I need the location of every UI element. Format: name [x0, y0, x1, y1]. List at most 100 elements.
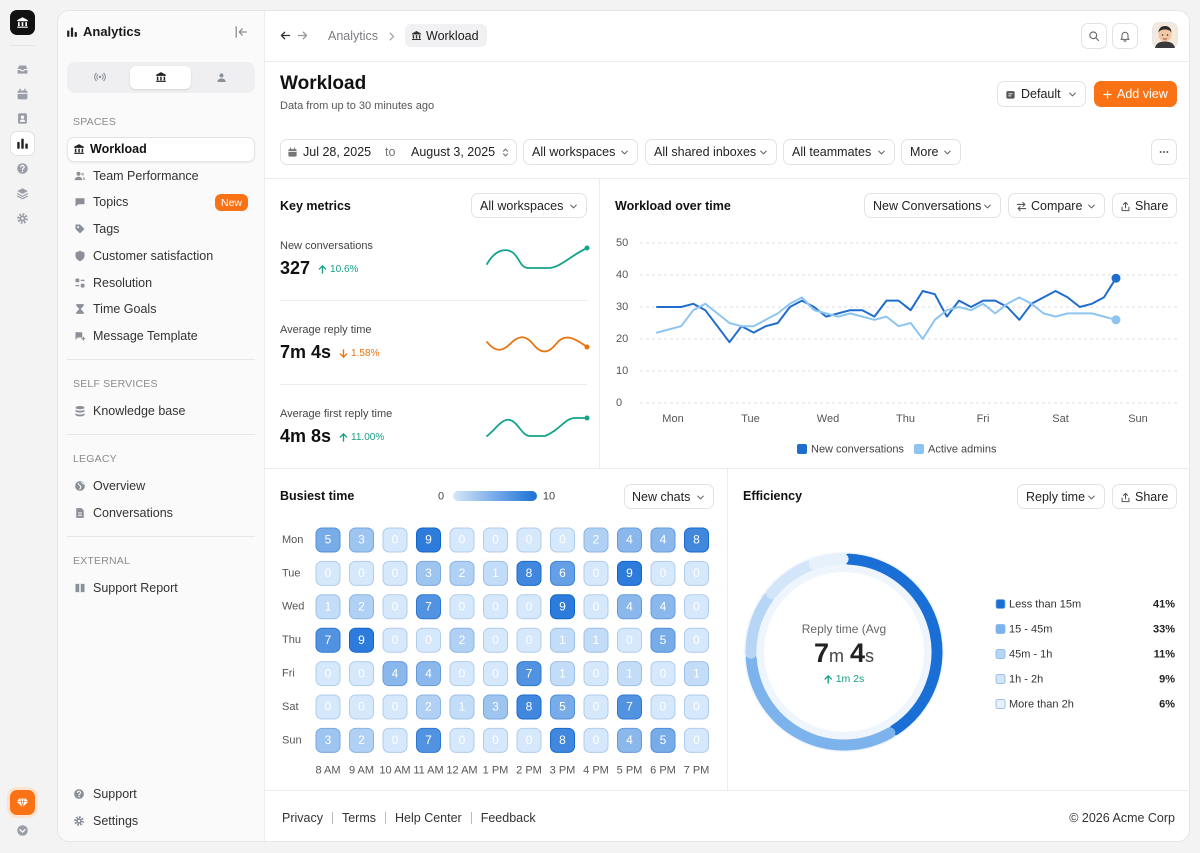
button-label: Default: [1021, 87, 1061, 101]
icon-part: [1068, 92, 1076, 96]
filter-dropdown[interactable]: [645, 139, 777, 165]
icon-part: [289, 146, 295, 151]
icon-part: [17, 141, 20, 149]
chart-button[interactable]: [1112, 193, 1177, 218]
icon-part: [75, 583, 85, 592]
rail-icon: [16, 187, 29, 199]
dropdown-label: All workspaces: [480, 199, 564, 213]
dropdown-label: Reply time: [1026, 490, 1086, 504]
chevron: [943, 150, 951, 154]
metric-dropdown[interactable]: [471, 193, 587, 218]
heat-dropdown[interactable]: [624, 484, 714, 509]
icon-part: [75, 250, 85, 262]
icon-part: [318, 264, 327, 274]
breadcrumb-separator: [389, 32, 394, 40]
icon-part: [17, 89, 28, 99]
nav-label: Settings: [93, 813, 139, 828]
value-unit: s: [865, 646, 875, 666]
segment-icon: [156, 72, 166, 82]
chevron: [1068, 92, 1076, 96]
nav-label: Topics: [93, 195, 129, 210]
chevron: [620, 150, 628, 154]
plus-icon: [1102, 89, 1112, 99]
icon-part: [74, 144, 84, 154]
nav-label: Tags: [93, 222, 120, 237]
badge-label: New: [220, 196, 243, 209]
icon-part: [78, 796, 80, 798]
more-button[interactable]: [1151, 139, 1177, 165]
notification-button[interactable]: [1112, 23, 1138, 49]
view-icon: [1005, 90, 1015, 99]
button-label: Share: [1135, 490, 1169, 504]
share-button[interactable]: [1112, 484, 1177, 509]
trend-arrow: [339, 432, 348, 442]
icon-part: [94, 72, 106, 82]
panel-title: Key metrics: [280, 199, 351, 213]
icon-part: [17, 212, 28, 224]
section-title: EXTERNAL: [73, 554, 131, 567]
footer-link[interactable]: Feedback: [480, 811, 536, 825]
filter-dropdown[interactable]: [901, 139, 961, 165]
metric-change-value: 11.00%: [351, 431, 385, 443]
icon-part: [75, 405, 85, 410]
filter-dropdown[interactable]: [783, 139, 895, 165]
icon-part: [81, 172, 85, 176]
icon-part: [78, 512, 82, 516]
date-range[interactable]: [280, 139, 517, 165]
nav-label: Support Report: [93, 580, 178, 595]
topbar-border: [265, 61, 1190, 62]
filter-dropdown[interactable]: [523, 139, 638, 165]
nav-label: Team Performance: [93, 168, 199, 183]
bell-icon: [1120, 31, 1130, 42]
icon-part: [235, 26, 247, 38]
nav-label: Support: [93, 787, 137, 801]
icon-part: [75, 224, 85, 234]
icon-part: [76, 304, 84, 315]
app-icon: [67, 27, 77, 37]
icon-part: [75, 279, 85, 286]
icon-part: [80, 283, 85, 287]
rail-divider: [10, 45, 35, 46]
nav-label: Resolution: [93, 275, 153, 290]
nav-icon: [74, 789, 84, 799]
value-unit: m: [829, 646, 844, 666]
footer-link[interactable]: Help Center: [395, 811, 462, 825]
icon-part: [76, 790, 82, 796]
icon-part: [297, 31, 307, 39]
nav-item-active[interactable]: [67, 137, 255, 162]
icon-part: [389, 32, 394, 40]
search-button[interactable]: [1081, 23, 1107, 49]
icon-part: [16, 798, 29, 808]
chevron: [877, 150, 885, 154]
icon-part: [339, 432, 348, 442]
button-label: Add view: [1117, 87, 1168, 101]
metric-change: 10.6%: [318, 262, 358, 275]
icon-part: [75, 409, 85, 417]
rail-icon: [17, 138, 28, 149]
icon-part: [1159, 151, 1162, 153]
nav-label: Knowledge base: [93, 403, 186, 418]
breadcrumb-icon: [411, 31, 421, 40]
metric-row: 4m 8s 11.00%: [280, 423, 384, 449]
breadcrumb-current: [405, 24, 487, 47]
footer-links: Privacy Terms Help Center Feedback: [282, 808, 536, 828]
footer-link[interactable]: Terms: [341, 811, 377, 825]
section-title: SPACES: [73, 116, 117, 128]
icon-part: [76, 171, 81, 176]
collapse-icon: [235, 26, 247, 38]
section-title: LEGACY: [73, 452, 117, 465]
panel-border: [599, 178, 600, 468]
chart-button[interactable]: [1008, 193, 1105, 218]
icon-part: [1087, 204, 1095, 208]
efficiency-dropdown[interactable]: [1017, 484, 1105, 509]
metric-row: 7m 4s 1.58%: [280, 339, 379, 365]
icon-part: [1095, 37, 1100, 42]
icon-part: [620, 150, 628, 154]
chart-button[interactable]: [864, 193, 1001, 218]
nav-label: Customer satisfaction: [93, 248, 214, 263]
icon-part: [19, 88, 26, 92]
icon-part: [216, 78, 226, 82]
footer-link[interactable]: Privacy: [282, 811, 323, 825]
metric-value: 7m 4s: [280, 341, 332, 362]
